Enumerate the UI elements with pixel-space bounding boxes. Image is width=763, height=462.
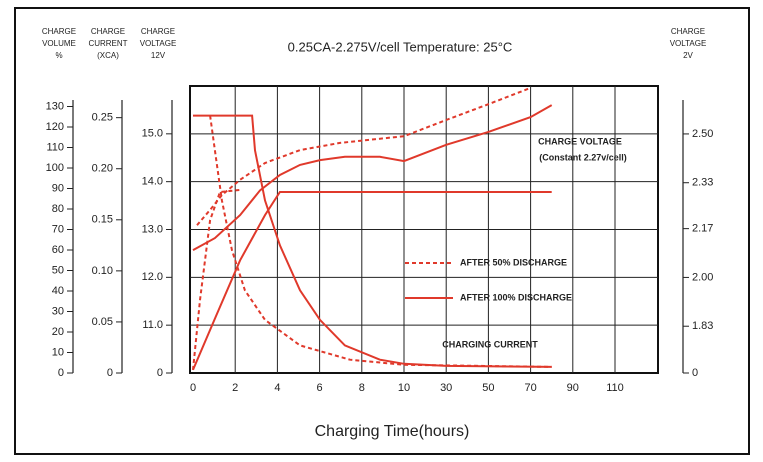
x-tick-label: 6 xyxy=(317,382,323,394)
x-tick-label: 90 xyxy=(567,382,579,394)
y-tick-label: 60 xyxy=(52,244,64,256)
x-tick-label: 0 xyxy=(190,382,196,394)
y-tick-label: 0.15 xyxy=(92,214,113,226)
y-tick-label: 0 xyxy=(692,367,698,379)
series-line xyxy=(192,191,552,371)
x-tick-label: 110 xyxy=(606,382,624,394)
y-tick-label: 130 xyxy=(46,100,64,112)
y-tick-label: 20 xyxy=(52,326,64,338)
axis-header: (XCA) xyxy=(97,51,119,60)
y-tick-label: 2.33 xyxy=(692,177,713,189)
series-line xyxy=(209,115,552,368)
annotation: CHARGING CURRENT xyxy=(442,339,538,349)
y-tick-label: 120 xyxy=(46,121,64,133)
y-tick-label: 0.05 xyxy=(92,316,113,328)
legend-label: AFTER 50% DISCHARGE xyxy=(460,257,567,267)
y-tick-label: 30 xyxy=(52,305,64,317)
x-tick-label: 8 xyxy=(359,382,365,394)
axis-header: VOLUME xyxy=(42,39,76,48)
y-tick-label: 15.0 xyxy=(142,128,163,140)
y-tick-label: 0.25 xyxy=(92,112,113,124)
y-tick-label: 0.10 xyxy=(92,265,113,277)
y-tick-label: 0.20 xyxy=(92,163,113,175)
series-line xyxy=(193,114,552,368)
y-tick-label: 2.00 xyxy=(692,271,713,283)
legend-label: AFTER 100% DISCHARGE xyxy=(460,292,572,302)
y-tick-label: 12.0 xyxy=(142,271,163,283)
x-tick-label: 2 xyxy=(232,382,238,394)
x-tick-label: 30 xyxy=(440,382,452,394)
annotation: CHARGE VOLTAGE xyxy=(538,136,622,146)
y-tick-label: 0 xyxy=(107,367,113,379)
axis-header: VOLTAGE xyxy=(670,39,707,48)
annotation: (Constant 2.27v/cell) xyxy=(539,152,627,162)
x-tick-label: 50 xyxy=(482,382,494,394)
outer-frame xyxy=(14,7,750,455)
axis-header: CHARGE xyxy=(91,27,125,36)
y-tick-label: 40 xyxy=(52,285,64,297)
axis-header: CHARGE xyxy=(671,27,705,36)
x-tick-label: 70 xyxy=(524,382,536,394)
series-line xyxy=(192,188,241,370)
y-tick-label: 2.17 xyxy=(692,223,713,235)
x-axis-label: Charging Time(hours) xyxy=(315,423,470,440)
series-line xyxy=(196,86,531,226)
chart-title: 0.25CA-2.275V/cell Temperature: 25°C xyxy=(288,39,513,54)
y-tick-label: 70 xyxy=(52,223,64,235)
y-tick-label: 110 xyxy=(46,141,64,153)
x-tick-label: 10 xyxy=(398,382,410,394)
x-tick-label: 4 xyxy=(274,382,280,394)
axis-header: CURRENT xyxy=(88,39,127,48)
y-tick-label: 10 xyxy=(52,346,64,358)
y-tick-label: 14.0 xyxy=(142,176,163,188)
y-tick-label: 13.0 xyxy=(142,223,163,235)
axis-header: % xyxy=(55,51,62,60)
series-line xyxy=(192,104,553,251)
axis-header: 12V xyxy=(151,51,166,60)
axis-header: CHARGE xyxy=(42,27,76,36)
y-tick-label: 2.50 xyxy=(692,128,713,140)
y-tick-label: 0 xyxy=(58,367,64,379)
y-tick-label: 1.83 xyxy=(692,320,713,332)
y-tick-label: 11.0 xyxy=(142,319,163,331)
axis-header: CHARGE xyxy=(141,27,175,36)
y-tick-label: 50 xyxy=(52,264,64,276)
axis-header: 2V xyxy=(683,51,693,60)
y-tick-label: 0 xyxy=(157,367,163,379)
y-tick-label: 80 xyxy=(52,203,64,215)
axis-header: VOLTAGE xyxy=(140,39,177,48)
y-tick-label: 100 xyxy=(46,162,64,174)
y-tick-label: 90 xyxy=(52,182,64,194)
